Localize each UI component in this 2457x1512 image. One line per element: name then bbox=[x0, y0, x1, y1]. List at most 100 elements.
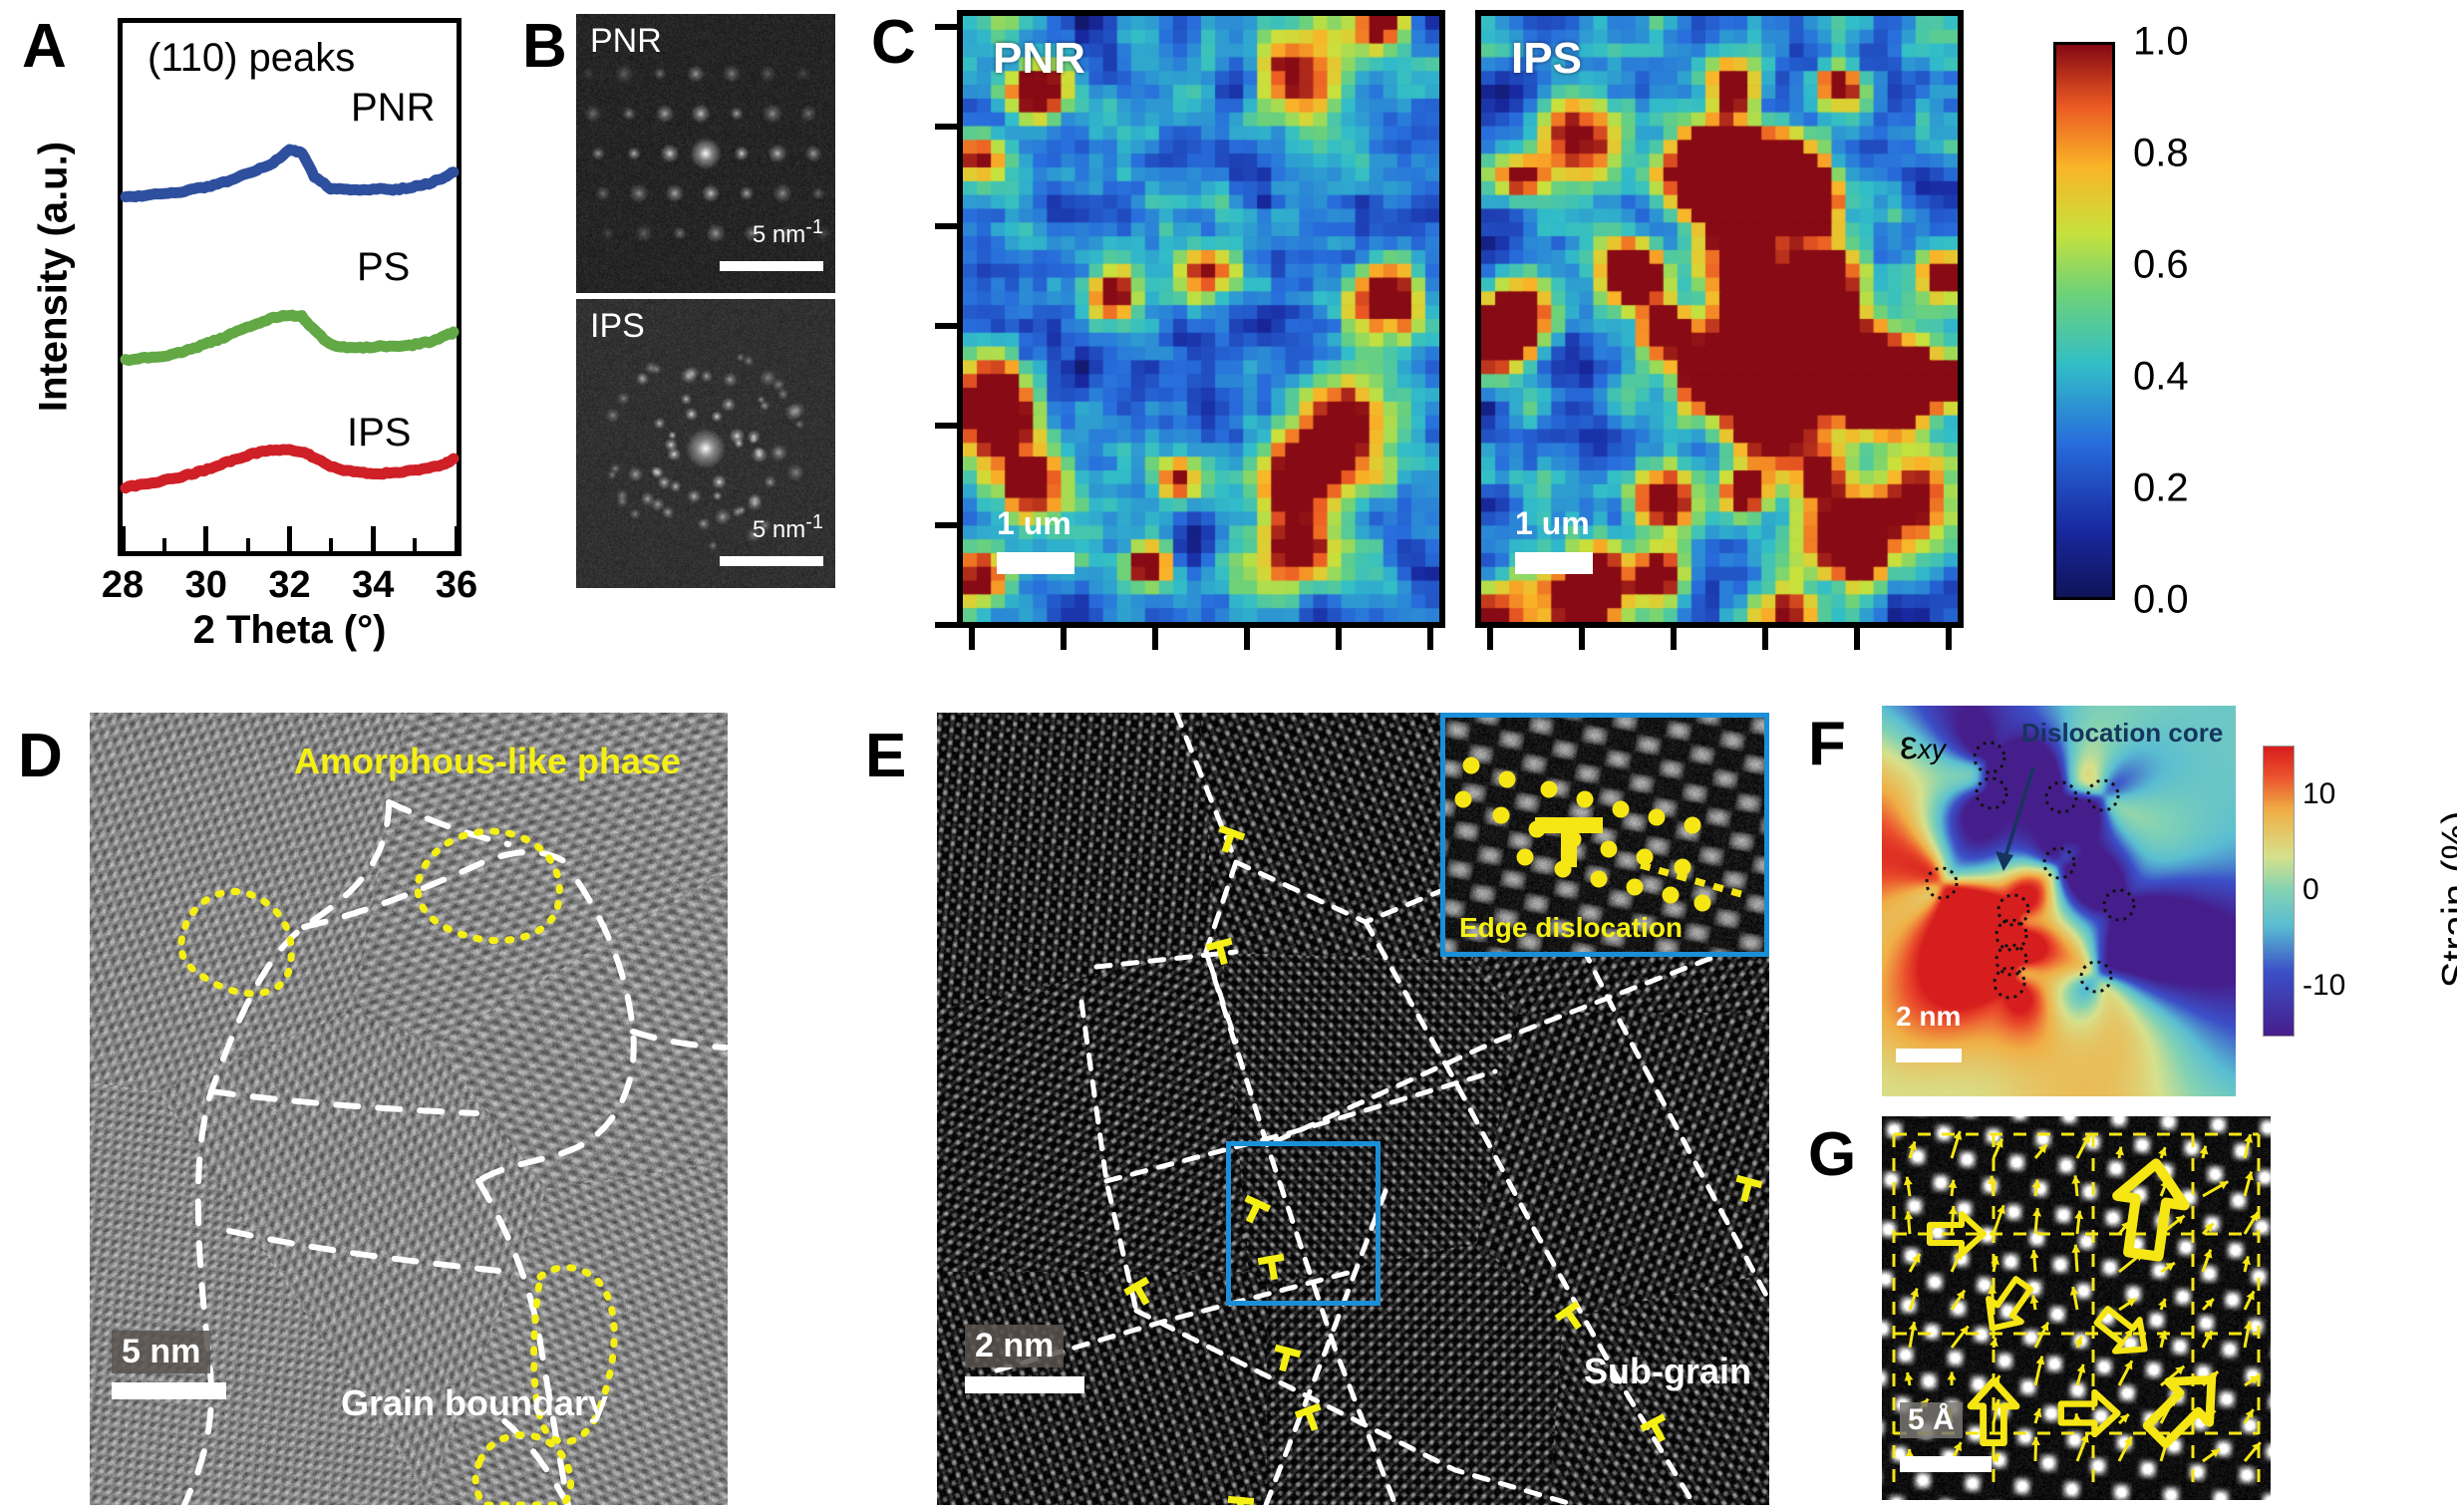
shg-axis-tick bbox=[1946, 628, 1952, 650]
polarization-vector-overlay bbox=[1892, 1130, 2262, 1483]
shg-map-tag-ips: IPS bbox=[1511, 34, 1582, 83]
shg-axis-tick bbox=[935, 24, 957, 30]
amorphous-region-outline bbox=[414, 827, 563, 945]
polarization-vector-head bbox=[2124, 1329, 2133, 1339]
polarization-vector-head bbox=[2037, 1144, 2047, 1154]
dislocation-core-arrowhead bbox=[1996, 851, 2013, 871]
edge-dislocation-symbol bbox=[1640, 1413, 1667, 1443]
atom-column-marker bbox=[1492, 806, 1510, 824]
scalebar-label-pnr-fft: 5 nm-1 bbox=[752, 216, 823, 248]
atom-column-marker bbox=[1516, 848, 1534, 866]
dislocation-core-circle bbox=[1995, 918, 2028, 952]
shg-axis-tick bbox=[1671, 628, 1677, 650]
atom-column-marker bbox=[1662, 886, 1680, 904]
net-polarization-arrow bbox=[1967, 1377, 2020, 1447]
polarization-vector-head bbox=[1988, 1285, 1997, 1295]
dislocation-core-label: Dislocation core bbox=[2021, 718, 2224, 748]
subgrain-boundary-line bbox=[1078, 999, 1139, 1314]
polarization-vector-head bbox=[2074, 1210, 2084, 1220]
colorbar-tick-label: 1.0 bbox=[2133, 19, 2189, 64]
edge-dislocation-inset: Edge dislocation bbox=[1440, 713, 1769, 957]
panel-e: E Edge dislocation 2 nm Sub-grain bbox=[857, 678, 1794, 1512]
polarization-vector-head bbox=[2250, 1212, 2259, 1222]
atom-column-marker bbox=[1462, 756, 1480, 774]
edge-dislocation-symbol bbox=[1218, 824, 1246, 853]
scalebar-panel-g bbox=[1900, 1456, 1992, 1472]
shg-axis-tick bbox=[1061, 628, 1067, 650]
shg-axis-tick bbox=[935, 522, 957, 528]
subgrain-label: Sub-grain bbox=[1584, 1351, 1751, 1391]
subgrain-boundary-line bbox=[1093, 949, 1239, 970]
polarization-vector-head bbox=[2115, 1146, 2124, 1156]
atom-column-marker bbox=[1454, 790, 1472, 808]
subgrain-boundary-line bbox=[1133, 1308, 1578, 1505]
panel-a-x-axis-label: 2 Theta (°) bbox=[192, 608, 387, 652]
edge-dislocation-label: Edge dislocation bbox=[1459, 912, 1684, 943]
boundary-dashed-line bbox=[301, 849, 581, 930]
polarization-vector-head bbox=[2032, 1408, 2042, 1418]
polarization-vector-head bbox=[1993, 1399, 2001, 1408]
subgrain-boundary-line bbox=[1263, 1188, 1388, 1505]
grain-boundary-overlay bbox=[177, 799, 728, 1505]
dislocation-core-circle bbox=[1995, 943, 2028, 977]
subgrain-boundary-line bbox=[1103, 1068, 1498, 1184]
dislocation-core-circle bbox=[1925, 866, 1959, 900]
net-polarization-arrow bbox=[2057, 1388, 2121, 1438]
curve-label-ps: PS bbox=[357, 245, 411, 289]
hrtem-grain-image: Amorphous-like phase Grain boundary 5 nm bbox=[90, 713, 728, 1505]
panel-b-letter: B bbox=[522, 12, 567, 81]
x-minor-tick bbox=[413, 538, 418, 556]
shg-axis-tick bbox=[935, 323, 957, 329]
net-polarization-arrow bbox=[1986, 1276, 2034, 1332]
diffraction-tag-ips: IPS bbox=[590, 307, 645, 345]
dislocation-core-circle bbox=[2044, 780, 2078, 814]
net-polarization-arrow bbox=[2112, 1158, 2190, 1262]
polarization-vector-head bbox=[2203, 1249, 2213, 1259]
shg-axis-tick bbox=[1152, 628, 1158, 650]
polarization-vector-head bbox=[2074, 1336, 2083, 1346]
polarization-vector-head bbox=[2040, 1322, 2049, 1332]
polarization-vector-head bbox=[2209, 1370, 2219, 1380]
polarization-vector-head bbox=[2071, 1175, 2081, 1184]
boundary-dashed-line bbox=[386, 799, 511, 847]
shg-map-pnr: PNR 1 um bbox=[957, 10, 1445, 628]
polarization-vector-head bbox=[1996, 1205, 2005, 1215]
panel-d-letter: D bbox=[18, 722, 63, 790]
colorbar-tick-label: 0.6 bbox=[2133, 242, 2189, 287]
polarization-vector-head bbox=[2069, 1287, 2079, 1296]
shg-colorbar bbox=[2053, 42, 2115, 600]
polarization-vector-head bbox=[1912, 1253, 1921, 1264]
polarization-vector-head bbox=[2245, 1171, 2254, 1181]
net-polarization-arrow bbox=[2142, 1374, 2217, 1449]
edge-dislocation-symbol bbox=[1244, 1194, 1272, 1224]
atom-column-marker bbox=[1600, 840, 1618, 858]
shg-axis-tick bbox=[1336, 628, 1342, 650]
x-tick-label: 28 bbox=[101, 564, 145, 606]
half-plane-guide-line bbox=[1640, 861, 1745, 899]
panel-c: C PNR 1 um IPS 1 um 1.00.80.60.40.20.0 S… bbox=[857, 0, 2457, 658]
edge-dislocation-symbol bbox=[1205, 937, 1233, 966]
shg-axis-ticks-left-v bbox=[935, 10, 957, 628]
strain-colorbar-title: Strain (%) bbox=[2434, 810, 2457, 989]
curve-label-ips: IPS bbox=[347, 411, 412, 454]
subgrain-boundary-line bbox=[1273, 954, 1717, 1144]
boundary-dashed-line bbox=[500, 1417, 571, 1505]
x-major-tick bbox=[454, 526, 460, 556]
edge-dislocation-symbol bbox=[1227, 1495, 1255, 1505]
atom-column-marker bbox=[1684, 816, 1701, 834]
polarization-vector-head bbox=[2165, 1262, 2175, 1272]
polarization-vector-head bbox=[2158, 1331, 2168, 1341]
polarization-vector-head bbox=[2080, 1433, 2089, 1443]
polarization-vector-head bbox=[2076, 1363, 2086, 1373]
strain-component-label: εxy bbox=[1900, 724, 1946, 767]
strain-colorbar bbox=[2263, 746, 2295, 1037]
polarization-vector-head bbox=[2158, 1298, 2167, 1309]
polarization-vector-head bbox=[2119, 1413, 2129, 1423]
polarization-vector-head bbox=[2244, 1133, 2254, 1143]
polarization-vector-head bbox=[2081, 1134, 2090, 1144]
polarization-vector-head bbox=[2158, 1147, 2167, 1157]
net-polarization-arrow bbox=[2093, 1306, 2148, 1355]
curve-pnr bbox=[120, 144, 460, 202]
scalebar-ips-fft bbox=[720, 556, 823, 566]
atom-column-marker bbox=[1693, 894, 1711, 912]
